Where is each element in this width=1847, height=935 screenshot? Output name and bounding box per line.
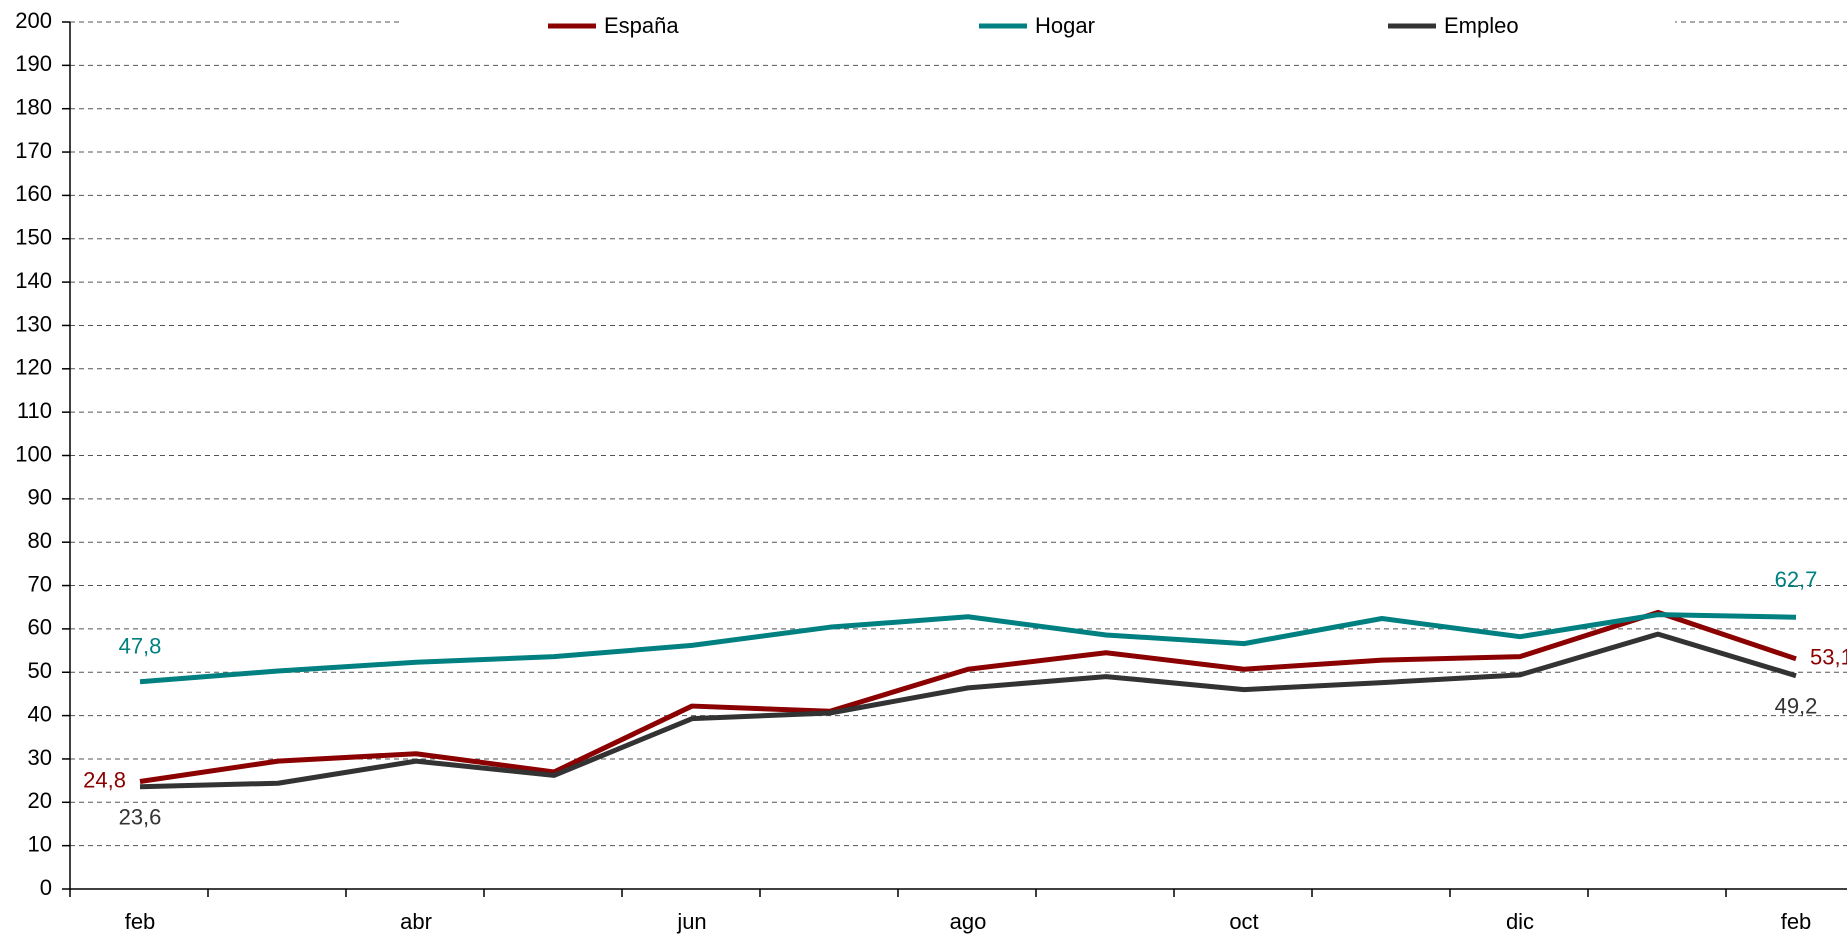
data-label: 24,8 [83, 767, 126, 792]
data-label: 53,1 [1810, 645, 1847, 670]
y-tick-label: 40 [28, 701, 52, 726]
legend-label: Hogar [1035, 13, 1095, 38]
data-label: 23,6 [119, 805, 162, 830]
legend-label: Empleo [1444, 13, 1519, 38]
y-tick-label: 20 [28, 788, 52, 813]
y-tick-label: 170 [15, 138, 52, 163]
y-tick-label: 90 [28, 485, 52, 510]
x-tick-label: feb [1781, 909, 1812, 934]
y-tick-label: 30 [28, 745, 52, 770]
y-tick-label: 150 [15, 225, 52, 250]
y-tick-label: 120 [15, 355, 52, 380]
y-tick-label: 0 [40, 875, 52, 900]
data-label: 47,8 [119, 634, 162, 659]
x-tick-label: dic [1506, 909, 1534, 934]
y-tick-label: 50 [28, 658, 52, 683]
y-tick-label: 10 [28, 831, 52, 856]
y-tick-label: 180 [15, 95, 52, 120]
series-line [139, 631, 1797, 790]
x-tick-label: oct [1229, 909, 1258, 934]
x-tick-label: abr [400, 909, 432, 934]
y-tick-label: 100 [15, 441, 52, 466]
data-label: 49,2 [1775, 694, 1818, 719]
y-tick-label: 160 [15, 181, 52, 206]
x-tick-label: jun [676, 909, 706, 934]
x-tick-label: feb [125, 909, 156, 934]
data-label: 62,7 [1775, 567, 1818, 592]
series-line [139, 609, 1797, 784]
y-tick-label: 190 [15, 51, 52, 76]
legend-background [400, 4, 1675, 50]
y-tick-label: 140 [15, 268, 52, 293]
y-tick-label: 130 [15, 311, 52, 336]
y-tick-label: 70 [28, 571, 52, 596]
y-tick-label: 110 [17, 398, 52, 423]
legend-label: España [604, 13, 679, 38]
x-tick-label: ago [950, 909, 987, 934]
y-tick-label: 80 [28, 528, 52, 553]
y-tick-label: 60 [28, 615, 52, 640]
y-tick-label: 200 [15, 8, 52, 33]
series-line [139, 612, 1797, 685]
